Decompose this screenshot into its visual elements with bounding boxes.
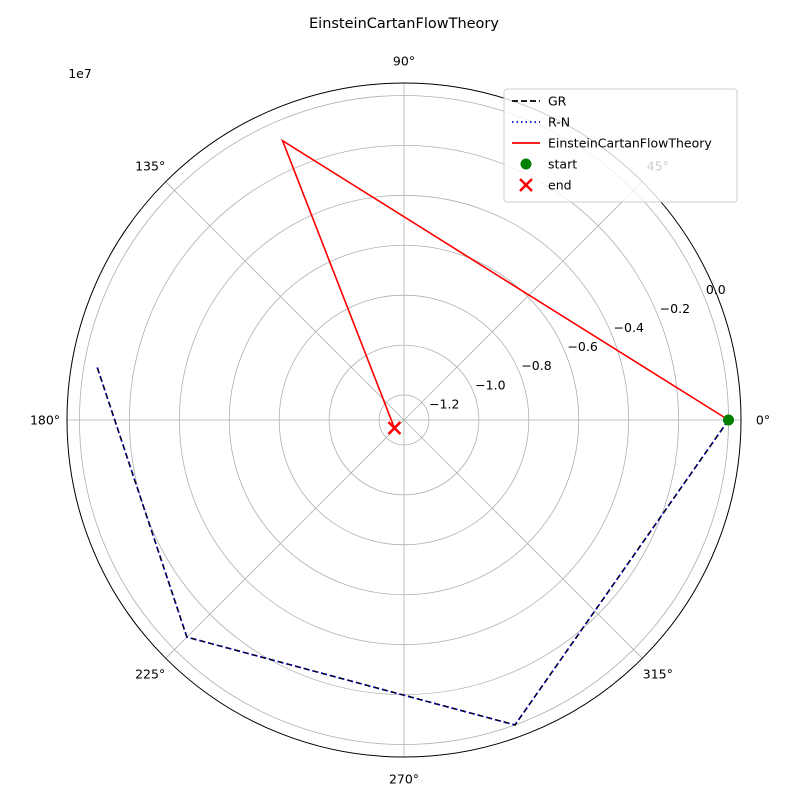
legend-end-swatch-stroke: [519, 178, 533, 192]
radial-tick-label: −0.8: [521, 358, 551, 373]
legend-start-swatch: [520, 158, 532, 170]
legend-label: R-N: [548, 115, 570, 130]
radial-tick-label: −0.6: [567, 339, 597, 354]
polar-grid: 0°45°90°135°180°225°270°315°−1.2−1.0−0.8…: [30, 54, 770, 787]
angle-tick-label: 270°: [389, 772, 419, 787]
legend-label: GR: [548, 94, 567, 109]
series-layer: [95, 138, 730, 726]
legend-label: EinsteinCartanFlowTheory: [548, 136, 712, 151]
series-einsteincartanflowtheory: [280, 138, 729, 429]
end-marker: [387, 421, 402, 435]
start-marker: [723, 414, 735, 426]
radial-tick-label: −0.2: [660, 301, 690, 316]
angle-tick-label: 315°: [643, 666, 673, 681]
angle-tick-label: 135°: [135, 159, 165, 174]
angular-gridline: [165, 419, 405, 659]
angle-tick-label: 225°: [135, 666, 165, 681]
chart-title: EinsteinCartanFlowTheory: [309, 16, 499, 32]
legend-label: start: [548, 157, 577, 172]
legend-label: end: [548, 178, 572, 193]
radial-tick-label: −0.4: [614, 320, 644, 335]
radial-tick-label: 0.0: [706, 282, 726, 297]
series-gr: [95, 365, 730, 726]
offset-text: 1e7: [68, 66, 92, 81]
angular-gridline: [403, 419, 643, 659]
legend-frame: [503, 88, 738, 203]
angle-tick-label: 0°: [756, 413, 770, 428]
angular-gridline: [165, 181, 405, 421]
angle-tick-label: 90°: [393, 54, 415, 69]
angular-gridline: [403, 181, 643, 421]
radial-tick-label: −1.0: [475, 377, 505, 392]
radial-tick-label: −1.2: [429, 396, 459, 411]
end-marker-stroke: [387, 421, 402, 435]
polar-spine: [66, 82, 742, 758]
legend-end-swatch: [519, 178, 533, 192]
angle-tick-label: 180°: [30, 413, 60, 428]
marker-layer: [387, 414, 735, 435]
legend: GR R-N EinsteinCartanFlowTheory start end: [503, 88, 738, 203]
